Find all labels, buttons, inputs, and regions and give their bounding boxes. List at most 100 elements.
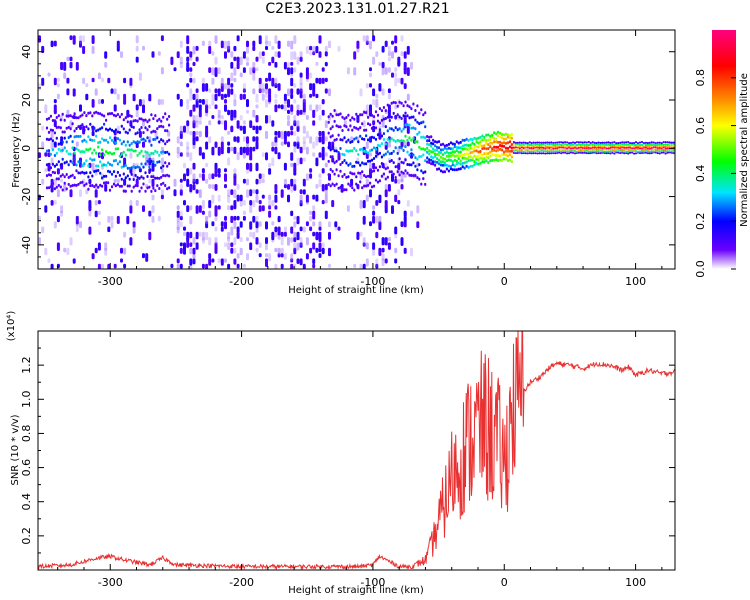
- spectrogram-cell: [309, 136, 313, 144]
- spectrogram-ridge-cell: [449, 158, 452, 162]
- spectrogram-cell: [97, 210, 101, 215]
- spectrogram-ridge-cell: [629, 146, 632, 149]
- spectrogram-ridge-cell: [351, 186, 354, 190]
- spectrogram-cell: [362, 120, 366, 128]
- spectrogram-ridge-cell: [518, 150, 521, 153]
- spectrogram-ridge-cell: [575, 141, 578, 144]
- spectrogram-cell: [138, 99, 142, 107]
- spectrogram-cell: [227, 77, 231, 86]
- spectrogram-cell: [274, 231, 278, 237]
- spectrogram-ridge-cell: [120, 152, 123, 156]
- spectrogram-ridge-cell: [158, 117, 161, 121]
- x-tick-label: 0: [501, 275, 508, 288]
- spectrogram-cell: [318, 136, 322, 143]
- spectrogram-ridge-cell: [648, 145, 651, 148]
- spectrogram-cell: [318, 173, 322, 179]
- spectrogram-cell: [233, 45, 237, 52]
- spectrogram-ridge-cell: [114, 114, 117, 118]
- spectrogram-cell: [271, 45, 275, 50]
- spectrogram-x-axis-title: Height of straight line (km): [288, 285, 424, 296]
- spectrogram-ridge-cell: [144, 118, 147, 122]
- spectrogram-cell: [249, 152, 253, 161]
- spectrogram-cell: [157, 99, 161, 106]
- spectrogram-cell: [110, 221, 114, 229]
- spectrogram-ridge-cell: [55, 126, 58, 129]
- spectrogram-ridge-cell: [422, 177, 425, 181]
- spectrogram-cell: [369, 67, 372, 72]
- spectrogram-cell: [173, 67, 177, 72]
- spectrogram-ridge-cell: [369, 110, 372, 113]
- spectrogram-cell: [192, 93, 196, 100]
- spectrogram-cell: [331, 200, 335, 208]
- spectrogram-cell: [255, 104, 259, 109]
- spectrogram-cell: [359, 263, 363, 269]
- spectrogram-ridge-cell: [638, 147, 642, 150]
- spectrogram-ridge-cell: [335, 168, 338, 172]
- y-tick-label: -40: [20, 236, 33, 254]
- spectrogram-ridge-cell: [345, 140, 348, 144]
- spectrogram-cell: [268, 205, 272, 210]
- spectrogram-ridge-cell: [329, 155, 332, 159]
- spectrogram-cell: [271, 221, 275, 226]
- spectrogram-ridge-cell: [605, 144, 608, 147]
- spectrogram-ridge-cell: [349, 171, 352, 175]
- spectrogram-ridge-cell: [443, 157, 446, 161]
- spectrogram-ridge-cell: [516, 152, 519, 154]
- spectrogram-ridge-cell: [347, 128, 350, 132]
- spectrogram-ridge-cell: [392, 149, 395, 153]
- spectrogram-ridge-cell: [544, 145, 547, 147]
- spectrogram-ridge-cell: [512, 144, 515, 147]
- spectrogram-cell: [290, 125, 294, 131]
- spectrogram-cell: [236, 152, 240, 161]
- spectrogram-cell: [372, 247, 376, 256]
- spectrogram-cell: [192, 136, 196, 146]
- spectrogram-ridge-cell: [75, 183, 78, 187]
- spectrogram-ridge-cell: [634, 141, 638, 144]
- spectrogram-cell: [211, 173, 215, 180]
- spectrogram-ridge-cell: [412, 161, 415, 165]
- spectrogram-ridge-cell: [621, 150, 624, 153]
- spectrogram-ridge-cell: [343, 159, 346, 162]
- spectrogram-ridge-cell: [546, 141, 549, 144]
- spectrogram-ridge-cell: [562, 141, 565, 144]
- spectrogram-ridge-cell: [363, 174, 366, 177]
- spectrogram-ridge-cell: [569, 144, 573, 147]
- spectrogram-ridge-cell: [434, 148, 437, 152]
- spectrogram-ridge-cell: [339, 163, 342, 166]
- spectrogram-ridge-cell: [164, 129, 167, 133]
- spectrogram-ridge-cell: [633, 148, 636, 151]
- spectrogram-ridge-cell: [132, 140, 135, 144]
- spectrogram-cell: [186, 56, 190, 62]
- spectrogram-ridge-cell: [489, 154, 492, 158]
- spectrogram-ridge-cell: [365, 128, 368, 132]
- spectrogram-cell: [239, 115, 243, 121]
- spectrogram-ridge-cell: [497, 130, 500, 134]
- spectrogram-cell: [249, 146, 253, 154]
- spectrogram-cell: [274, 189, 278, 194]
- spectrogram-ridge-cell: [434, 155, 437, 158]
- spectrogram-ridge-cell: [361, 147, 364, 151]
- spectrogram-ridge-cell: [617, 148, 620, 151]
- spectrogram-ridge-cell: [568, 152, 571, 155]
- spectrogram-cell: [353, 263, 357, 268]
- spectrogram-ridge-cell: [548, 147, 551, 149]
- spectrogram-ridge-cell: [601, 141, 604, 144]
- spectrogram-ridge-cell: [443, 146, 446, 150]
- spectrogram-cell: [201, 168, 205, 174]
- spectrogram-ridge-cell: [634, 143, 638, 146]
- spectrogram-ridge-cell: [591, 151, 594, 154]
- spectrogram-ridge-cell: [404, 169, 407, 173]
- spectrogram-ridge-cell: [459, 150, 462, 154]
- spectrogram-ridge-cell: [97, 128, 100, 132]
- spectrogram-cell: [403, 83, 407, 90]
- spectrogram-ridge-cell: [118, 138, 121, 142]
- spectrogram-cell: [315, 61, 319, 66]
- spectrogram-ridge-cell: [465, 164, 468, 168]
- spectrogram-ridge-cell: [475, 155, 478, 159]
- spectrogram-cell: [123, 99, 127, 105]
- spectrogram-ridge-cell: [532, 145, 535, 148]
- spectrogram-cell: [274, 83, 278, 89]
- spectrogram-ridge-cell: [105, 181, 108, 185]
- spectrogram-ridge-cell: [483, 138, 486, 142]
- spectrogram-ridge-cell: [672, 145, 675, 148]
